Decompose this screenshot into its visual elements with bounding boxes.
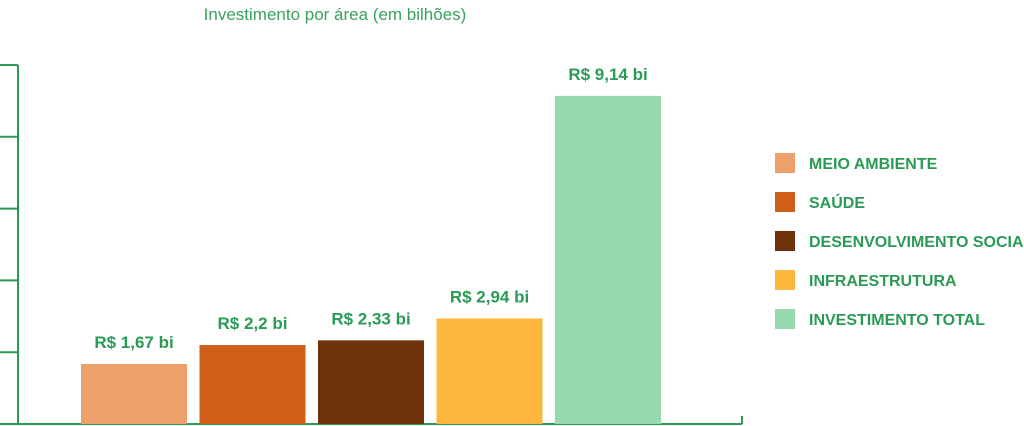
bar [555, 95, 661, 425]
bar [436, 318, 543, 424]
legend-swatch [775, 231, 795, 251]
legend-swatch [775, 153, 795, 173]
bars-group [81, 95, 661, 425]
data-label: R$ 1,67 bi [94, 333, 173, 352]
data-label: R$ 2,2 bi [218, 314, 288, 333]
bar [81, 364, 187, 424]
legend-label: SAÚDE [809, 193, 865, 212]
bar [318, 340, 424, 424]
legend-label: INFRAESTRUTURA [809, 273, 957, 290]
data-label: R$ 2,94 bi [450, 287, 529, 306]
data-label: R$ 9,14 bi [568, 65, 647, 84]
legend-swatch [775, 270, 795, 290]
legend-label: DESENVOLVIMENTO SOCIAL [809, 234, 1024, 251]
legend: MEIO AMBIENTE SAÚDE DESENVOLVIMENTO SOCIAL… [775, 153, 1024, 329]
legend-swatch [775, 309, 795, 329]
data-label: R$ 2,33 bi [331, 309, 410, 328]
legend-label: MEIO AMBIENTE [809, 156, 938, 173]
data-labels-group: R$ 1,67 bi R$ 2,2 bi R$ 2,33 bi R$ 2,94 bi R… [94, 65, 647, 352]
legend-label: INVESTIMENTO TOTAL [809, 312, 985, 329]
chart-title: Investimento por área (em bilhões) [204, 5, 467, 24]
legend-swatch [775, 192, 795, 212]
bar [199, 345, 306, 424]
